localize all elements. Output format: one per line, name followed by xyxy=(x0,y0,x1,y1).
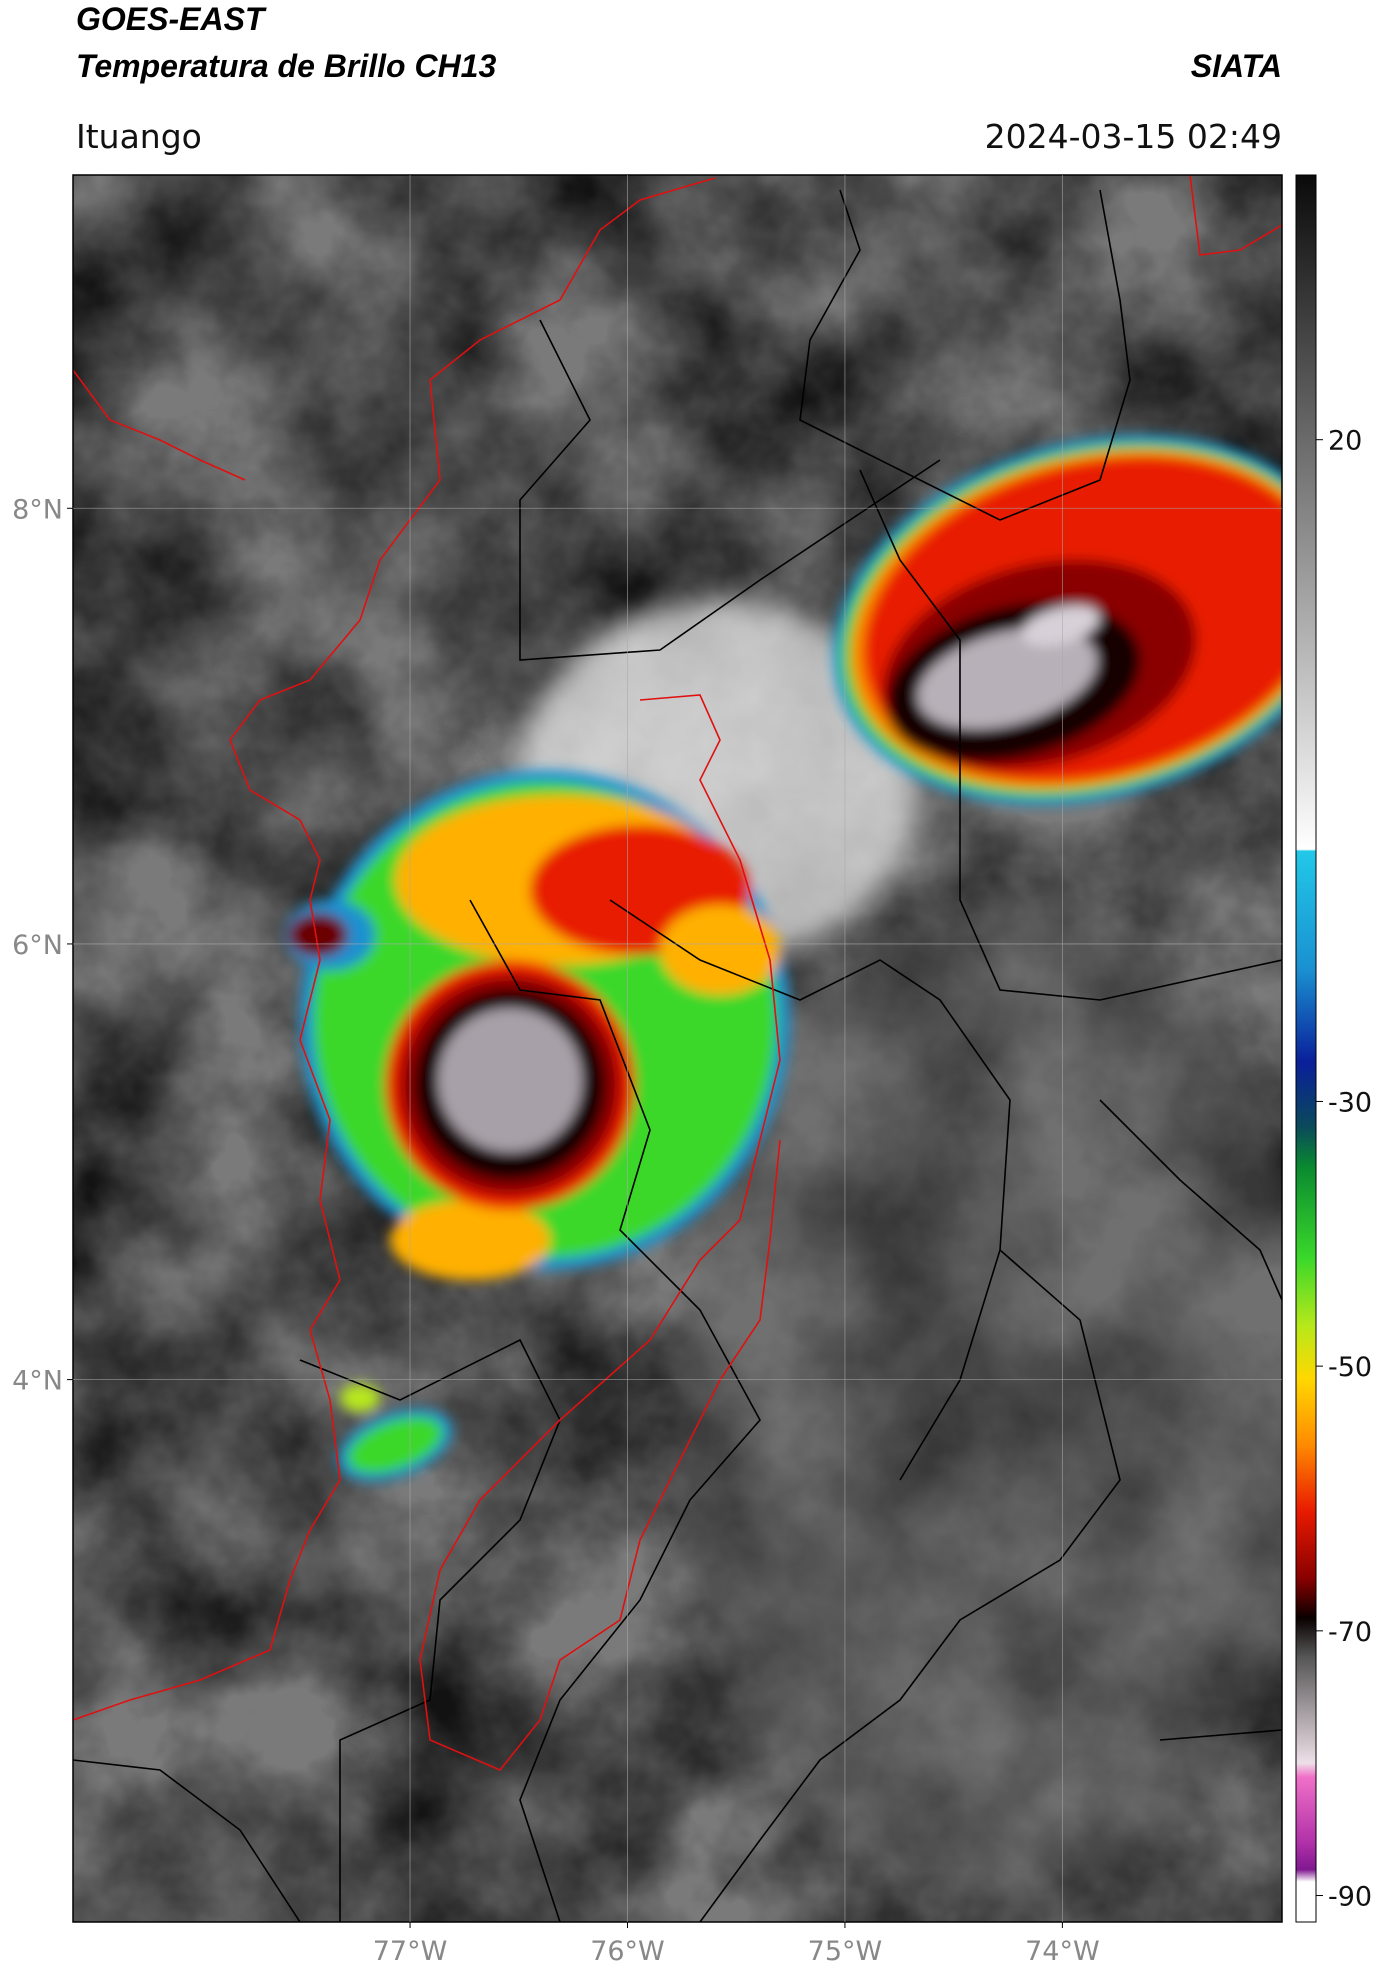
subtitle: Temperatura de Brillo CH13 xyxy=(76,48,496,84)
coastline xyxy=(73,175,1282,1771)
organization: SIATA xyxy=(1191,48,1282,84)
colorbar xyxy=(1295,174,1317,1923)
y-tick-label: 4°N xyxy=(12,1366,63,1397)
colorbar-tick-label: 20 xyxy=(1328,426,1362,457)
x-tick-label: 74°W xyxy=(1025,1936,1100,1967)
colorbar-tick-label: -50 xyxy=(1328,1352,1372,1383)
datetime: 2024-03-15 02:49 xyxy=(985,117,1282,156)
storm-southwest xyxy=(337,1384,453,1482)
x-tick-label: 76°W xyxy=(590,1936,665,1967)
storm-central xyxy=(285,770,790,1280)
colorbar-tick-label: -90 xyxy=(1328,1882,1372,1913)
y-tick-label: 6°N xyxy=(12,930,63,961)
colorbar-tick-label: -30 xyxy=(1328,1087,1372,1118)
location: Ituango xyxy=(76,117,202,156)
map-area xyxy=(73,175,1282,1922)
storm-northeast xyxy=(832,435,1282,805)
x-tick-label: 75°W xyxy=(808,1936,883,1967)
title: GOES-EAST xyxy=(76,1,267,37)
x-tick-label: 77°W xyxy=(373,1936,448,1967)
y-tick-label: 8°N xyxy=(12,494,63,525)
colorbar-tick-label: -70 xyxy=(1328,1617,1372,1648)
map-frame xyxy=(72,174,1283,1923)
